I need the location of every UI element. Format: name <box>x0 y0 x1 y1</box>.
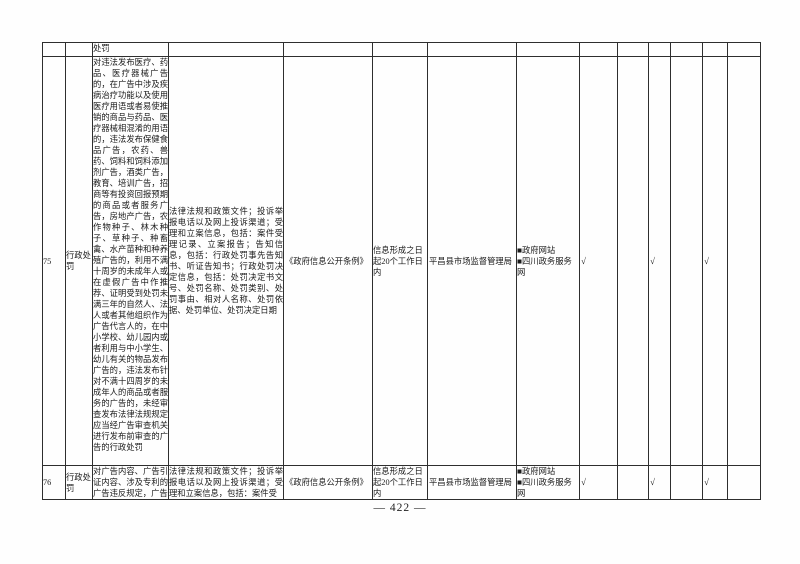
cell-seq: 76 <box>42 465 66 500</box>
cell-mark-2 <box>617 465 649 500</box>
time-limit-text: 信息形成之日起20个工作日内 <box>373 467 423 498</box>
cell-seq: 75 <box>42 56 66 466</box>
cell-agency: 平昌县市场监督管理局 <box>427 465 517 500</box>
cell-mark-4 <box>670 56 703 466</box>
cell-mark-3: √ <box>648 465 671 500</box>
cell-agency: 平昌县市场监督管理局 <box>427 56 517 466</box>
cell-empty <box>727 42 761 57</box>
channel-lines: ■政府网站 ■四川政务服务网 <box>517 467 579 499</box>
cell-time-limit: 信息形成之日起20个工作日内 <box>372 56 428 466</box>
matter-text: 对广告内容、广告引证内容、涉及专利的广告违反规定，广告 <box>93 467 168 498</box>
matter-text: 对违法发布医疗、药品、医疗器械广告的，在广告中涉及疾病治疗功能以及使用医疗用语或… <box>93 58 168 452</box>
cell-empty <box>648 42 671 57</box>
cell-basis: 《政府信息公开条例》 <box>283 56 373 466</box>
cell-time-limit: 信息形成之日起20个工作日内 <box>372 465 428 500</box>
table-row-76: 76 行政处罚 对广告内容、广告引证内容、涉及专利的广告违反规定，广告 法律法规… <box>42 465 761 500</box>
cell-channels: ■政府网站 ■四川政务服务网 <box>516 465 580 500</box>
channel-line-2: ■四川政务服务网 <box>517 256 572 277</box>
cell-mark-5: √ <box>702 56 728 466</box>
cell-empty <box>579 42 618 57</box>
cell-channels: ■政府网站 ■四川政务服务网 <box>516 56 580 466</box>
cell-empty <box>168 42 284 57</box>
table-row-75: 75 行政处罚 对违法发布医疗、药品、医疗器械广告的，在广告中涉及疾病治疗功能以… <box>42 56 761 466</box>
cell-mark-6 <box>727 56 761 466</box>
cell-mark-1: √ <box>579 465 618 500</box>
page-number: — 422 — <box>373 502 427 514</box>
cell-matter: 对违法发布医疗、药品、医疗器械广告的，在广告中涉及疾病治疗功能以及使用医疗用语或… <box>92 56 169 466</box>
cell-empty <box>516 42 580 57</box>
info-content-text: 法律法规和政策文件；投诉举报电话以及网上投诉渠道；受理和立案信息，包括：案件受理… <box>169 207 283 315</box>
channel-line-2: ■四川政务服务网 <box>517 478 572 498</box>
cell-empty <box>617 42 649 57</box>
cell-mark-5: √ <box>702 465 728 500</box>
cell-mark-1: √ <box>579 56 618 466</box>
cell-category-empty <box>65 42 93 57</box>
cell-seq-empty <box>42 42 66 57</box>
channel-line-1: ■政府网站 <box>517 467 556 476</box>
cell-info-content: 法律法规和政策文件；投诉举报电话以及网上投诉渠道；受理和立案信息，包括：案件受 <box>168 465 284 500</box>
cell-empty <box>283 42 373 57</box>
table-row-carryover: 处罚 <box>42 42 761 57</box>
cell-category: 行政处罚 <box>65 465 93 500</box>
channel-line-1: ■政府网站 <box>517 245 556 255</box>
cell-empty <box>670 42 703 57</box>
cell-mark-6 <box>727 465 761 500</box>
cell-mark-3: √ <box>648 56 671 466</box>
cell-info-content: 法律法规和政策文件；投诉举报电话以及网上投诉渠道；受理和立案信息，包括：案件受理… <box>168 56 284 466</box>
cell-basis: 《政府信息公开条例》 <box>283 465 373 500</box>
cell-mark-2 <box>617 56 649 466</box>
cell-matter: 对广告内容、广告引证内容、涉及专利的广告违反规定，广告 <box>92 465 169 500</box>
cell-empty <box>427 42 517 57</box>
cell-mark-4 <box>670 465 703 500</box>
category-text: 行政处罚 <box>66 472 91 493</box>
disclosure-table: 处罚 75 行政处罚 对违法发布医疗、药品、医疗器械广告的，在广告中涉及疾病治疗… <box>42 42 761 500</box>
info-content-text: 法律法规和政策文件；投诉举报电话以及网上投诉渠道；受理和立案信息，包括：案件受 <box>169 467 283 498</box>
cell-matter-tail: 处罚 <box>92 42 169 57</box>
cell-empty <box>702 42 728 57</box>
cell-empty <box>372 42 428 57</box>
cell-category: 行政处罚 <box>65 56 93 466</box>
